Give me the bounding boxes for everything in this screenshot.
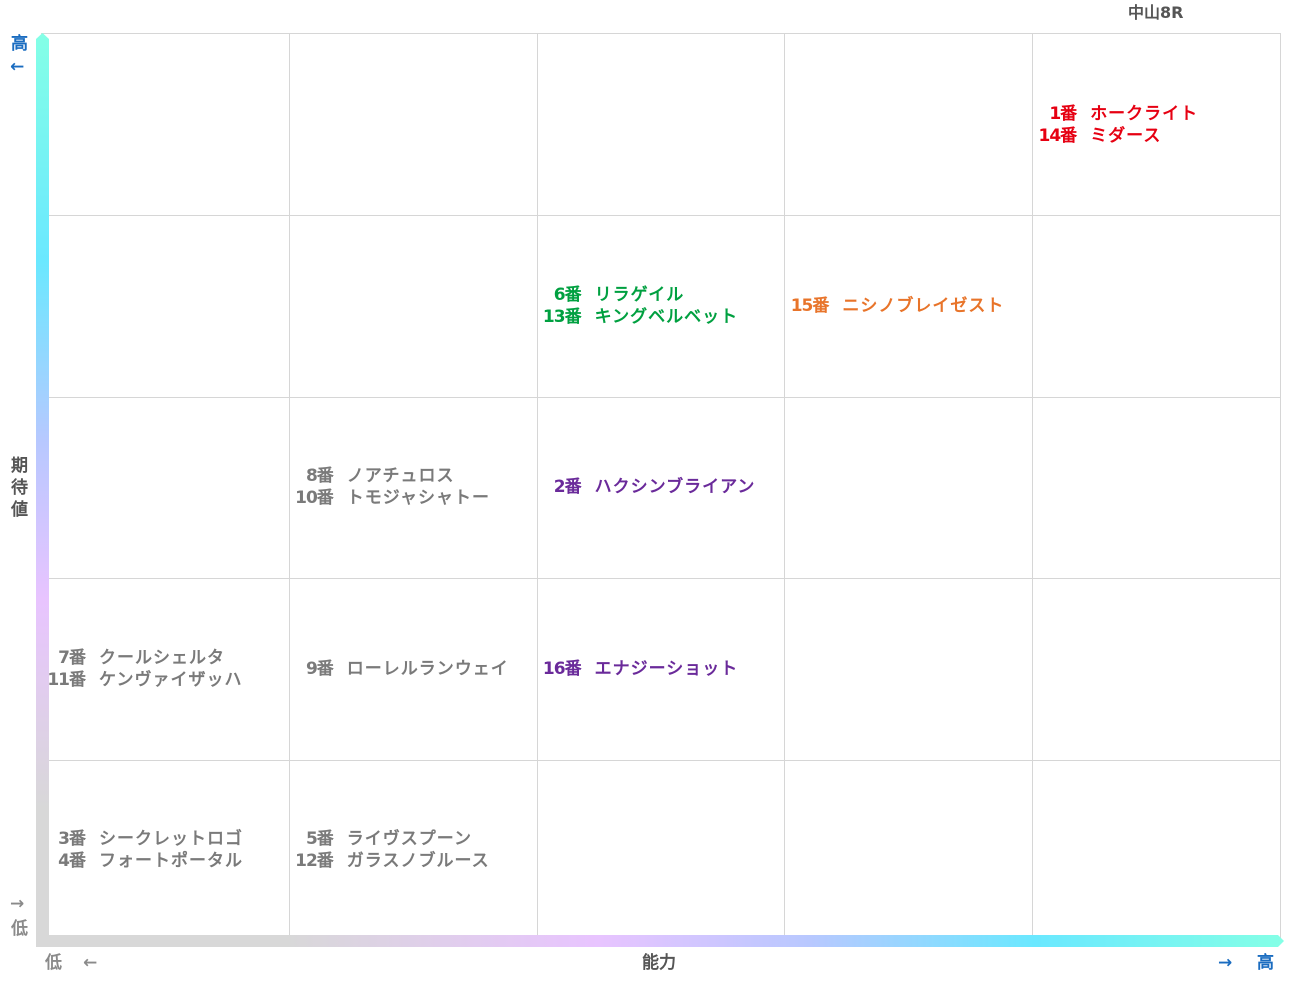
horse-name: リラゲイル	[594, 285, 685, 306]
horse-entry: 3番 シークレットロゴ	[47, 828, 287, 850]
grid-line-horizontal	[41, 215, 1280, 217]
horse-name: キングベルベット	[594, 307, 739, 328]
horse-name: ニシノブレイゼスト	[842, 296, 1005, 317]
matrix-cell: 9番 ローレルランウェイ	[295, 578, 535, 759]
horse-entry: 14番 ミダース	[1038, 125, 1278, 147]
x-high-arrow-icon: →	[1218, 953, 1233, 973]
horse-number: 6番	[553, 285, 582, 306]
horse-entry: 15番 ニシノブレイゼスト	[790, 295, 1030, 317]
horse-name: シークレットロゴ	[99, 829, 243, 850]
horse-entry: 4番 フォートポータル	[47, 850, 287, 872]
matrix-grid: 1番 ホークライト 14番 ミダース 6番 リラゲイル 13番 キングベルベット 15番 ニシノブ…	[41, 33, 1281, 941]
x-axis-gradient-arrow	[36, 935, 1284, 947]
horse-number: 9番	[305, 658, 334, 679]
horse-name: フォートポータル	[99, 851, 243, 872]
horse-entry: 7番 クールシェルタ	[47, 647, 287, 669]
horse-name: トモジャシャトー	[346, 488, 490, 509]
horse-entry: 1番 ホークライト	[1038, 103, 1278, 125]
x-low-arrow-icon: ←	[83, 953, 98, 973]
horse-name: ホークライト	[1090, 103, 1199, 124]
race-title: 中山8R	[1128, 3, 1184, 22]
grid-line-horizontal	[41, 578, 1280, 580]
horse-number: 16番	[542, 658, 582, 679]
matrix-cell: 1番 ホークライト 14番 ミダース	[1038, 34, 1278, 215]
horse-name: ライヴスプーン	[346, 829, 472, 850]
horse-entry: 13番 キングベルベット	[543, 306, 783, 328]
horse-name: ローレルランウェイ	[346, 658, 509, 679]
grid-line-vertical	[784, 34, 786, 941]
horse-number: 12番	[295, 851, 334, 872]
horse-number: 5番	[305, 829, 334, 850]
horse-name: ハクシンブライアン	[594, 477, 756, 498]
grid-line-vertical	[536, 34, 538, 941]
horse-number: 3番	[58, 829, 86, 850]
horse-number: 10番	[295, 488, 334, 509]
horse-number: 13番	[542, 307, 582, 328]
horse-name: ノアチュロス	[346, 466, 455, 487]
matrix-cell: 15番 ニシノブレイゼスト	[790, 215, 1030, 396]
horse-entry: 12番 ガラスノブルース	[295, 850, 535, 872]
horse-entry: 16番 エナジーショット	[543, 658, 783, 680]
horse-name: エナジーショット	[594, 658, 739, 679]
grid-line-vertical	[288, 34, 290, 941]
horse-entry: 5番 ライヴスプーン	[295, 828, 535, 850]
x-low-label: 低	[45, 953, 62, 973]
y-low-label: 低	[11, 919, 28, 939]
matrix-cell: 5番 ライヴスプーン 12番 ガラスノブルース	[295, 760, 535, 941]
y-high-arrow-icon: ←	[10, 57, 25, 77]
x-high-label: 高	[1257, 953, 1274, 973]
grid-line-horizontal	[41, 396, 1280, 398]
horse-entry: 10番 トモジャシャトー	[295, 487, 535, 509]
y-high-label: 高	[11, 34, 28, 54]
horse-entry: 9番 ローレルランウェイ	[295, 658, 535, 680]
matrix-cell: 3番 シークレットロゴ 4番 フォートポータル	[47, 760, 287, 941]
y-low-arrow-icon: →	[10, 894, 25, 914]
horse-number: 4番	[58, 851, 86, 872]
y-axis-label: 期待値	[11, 456, 28, 520]
horse-number: 2番	[553, 477, 582, 498]
matrix-cell: 7番 クールシェルタ 11番 ケンヴァイザッハ	[47, 578, 287, 759]
horse-name: ミダース	[1090, 125, 1162, 146]
horse-number: 15番	[790, 296, 830, 317]
horse-number: 11番	[47, 669, 86, 690]
matrix-cell: 6番 リラゲイル 13番 キングベルベット	[543, 215, 783, 396]
horse-number: 8番	[305, 466, 334, 487]
horse-number: 7番	[58, 647, 86, 668]
horse-name: ガラスノブルース	[346, 851, 490, 872]
horse-entry: 8番 ノアチュロス	[295, 465, 535, 487]
x-axis-label: 能力	[642, 953, 676, 973]
matrix-cell: 8番 ノアチュロス 10番 トモジャシャトー	[295, 397, 535, 578]
grid-line-horizontal	[41, 759, 1280, 761]
matrix-cell: 16番 エナジーショット	[543, 578, 783, 759]
horse-entry: 11番 ケンヴァイザッハ	[47, 669, 287, 691]
horse-number: 14番	[1038, 125, 1078, 146]
y-axis-gradient-arrow	[36, 33, 49, 946]
matrix-cell: 2番 ハクシンブライアン	[543, 397, 783, 578]
horse-entry: 2番 ハクシンブライアン	[543, 476, 783, 498]
horse-entry: 6番 リラゲイル	[543, 284, 783, 306]
grid-line-vertical	[1032, 34, 1034, 941]
horse-name: クールシェルタ	[99, 647, 225, 668]
horse-name: ケンヴァイザッハ	[99, 669, 243, 690]
horse-number: 1番	[1049, 103, 1077, 124]
